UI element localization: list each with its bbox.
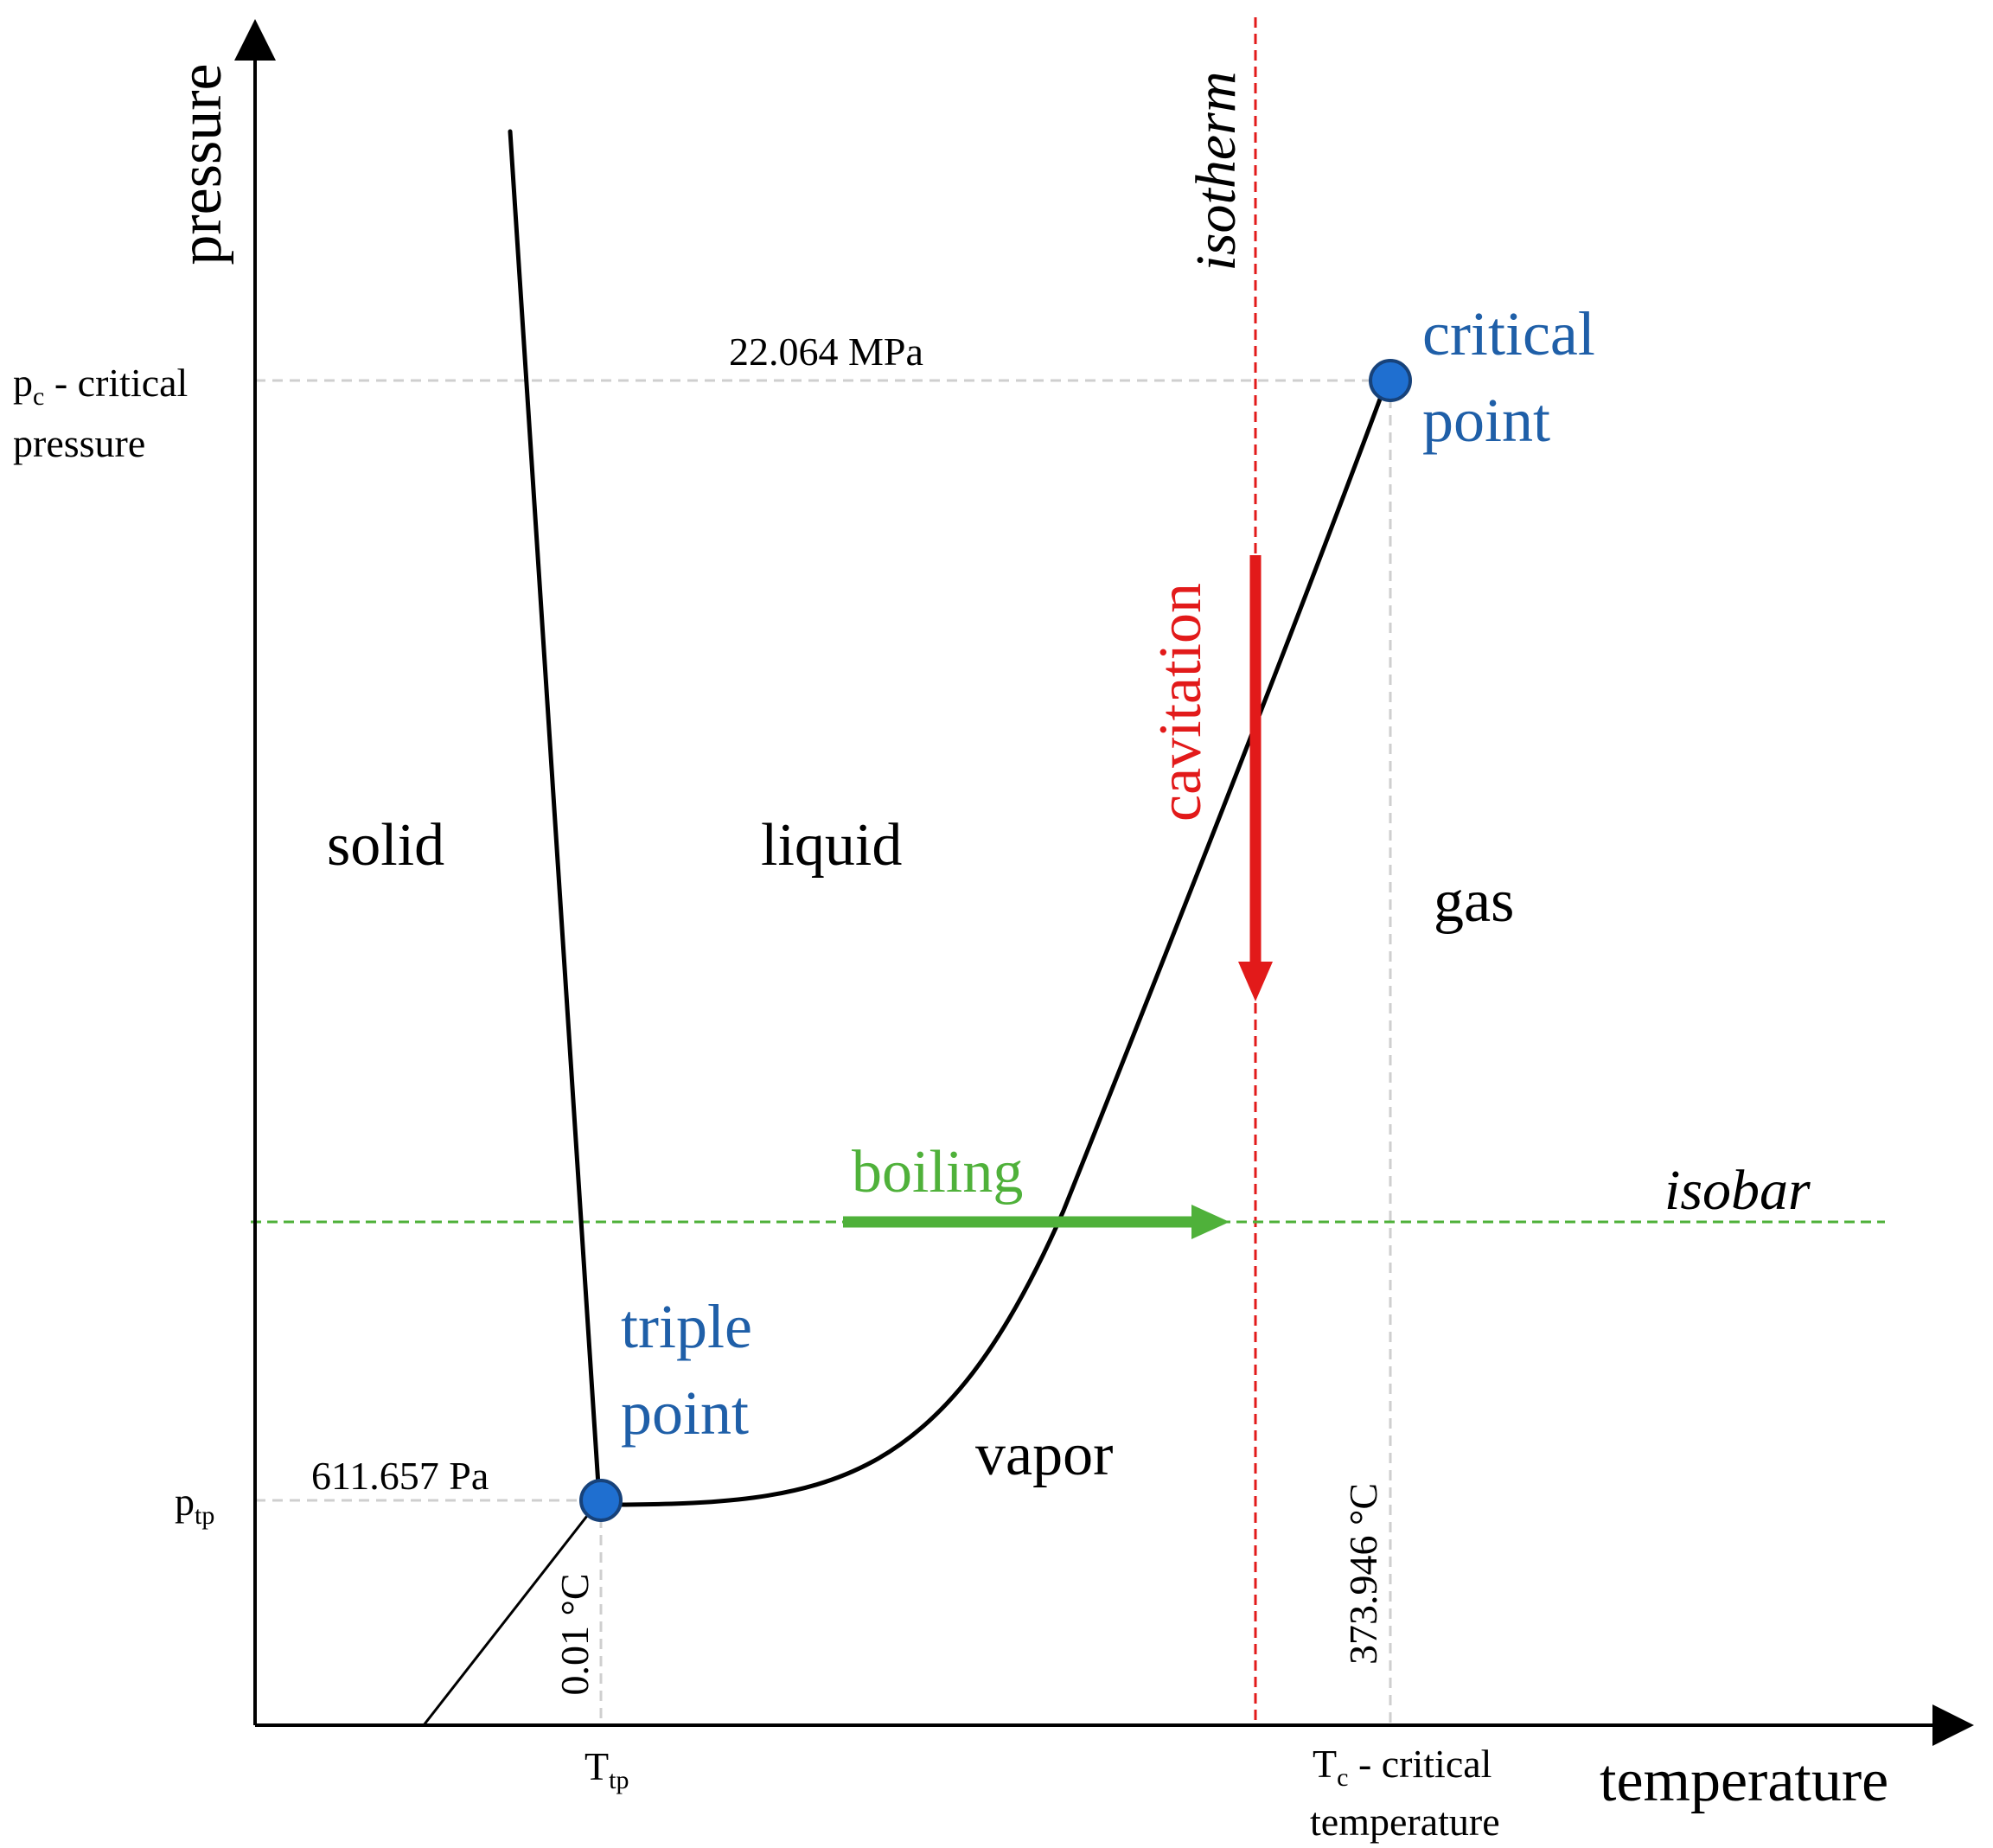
ttp-tick-label: Ttp <box>584 1744 629 1794</box>
y-axis-label: pressure <box>168 63 234 265</box>
critical-point-label-2: point <box>1422 386 1550 455</box>
guide-lines <box>255 379 1392 1725</box>
triple-point-marker <box>579 1479 623 1522</box>
boiling-label: boiling <box>852 1139 1023 1205</box>
triple-pressure-value: 611.657 Pa <box>311 1454 489 1498</box>
sublimation-curve <box>422 1499 601 1727</box>
isobar-label: isobar <box>1664 1159 1811 1222</box>
cavitation-label: cavitation <box>1147 583 1214 822</box>
phase-boundaries <box>422 129 1389 1727</box>
region-gas: gas <box>1434 868 1514 935</box>
triple-temperature-value: 0.01 °C <box>553 1573 597 1695</box>
ptp-tick-label: ptp <box>175 1480 214 1530</box>
tc-tick-label: Tc - critical <box>1313 1742 1492 1792</box>
axes <box>234 19 1974 1746</box>
boiling-arrow <box>843 1205 1230 1239</box>
triple-point-label-1: triple <box>621 1292 752 1361</box>
critical-pressure-value: 22.064 MPa <box>729 329 923 374</box>
pc-tick-label-2: pressure <box>13 421 145 465</box>
tc-tick-label-2: temperature <box>1310 1800 1500 1844</box>
critical-temperature-value: 373.946 °C <box>1341 1483 1385 1665</box>
triple-point-label-2: point <box>621 1378 749 1448</box>
region-solid: solid <box>327 812 444 879</box>
x-axis-label: temperature <box>1600 1748 1888 1814</box>
cavitation-arrow <box>1238 555 1273 1001</box>
melting-curve <box>508 129 602 1501</box>
isotherm-label: isotherm <box>1185 72 1248 272</box>
pc-tick-label: pc - critical <box>13 361 188 411</box>
critical-point-label-1: critical <box>1422 299 1595 368</box>
region-vapor: vapor <box>975 1422 1113 1488</box>
region-liquid: liquid <box>761 812 902 879</box>
critical-point-marker <box>1369 359 1412 402</box>
vaporization-curve <box>600 378 1389 1507</box>
